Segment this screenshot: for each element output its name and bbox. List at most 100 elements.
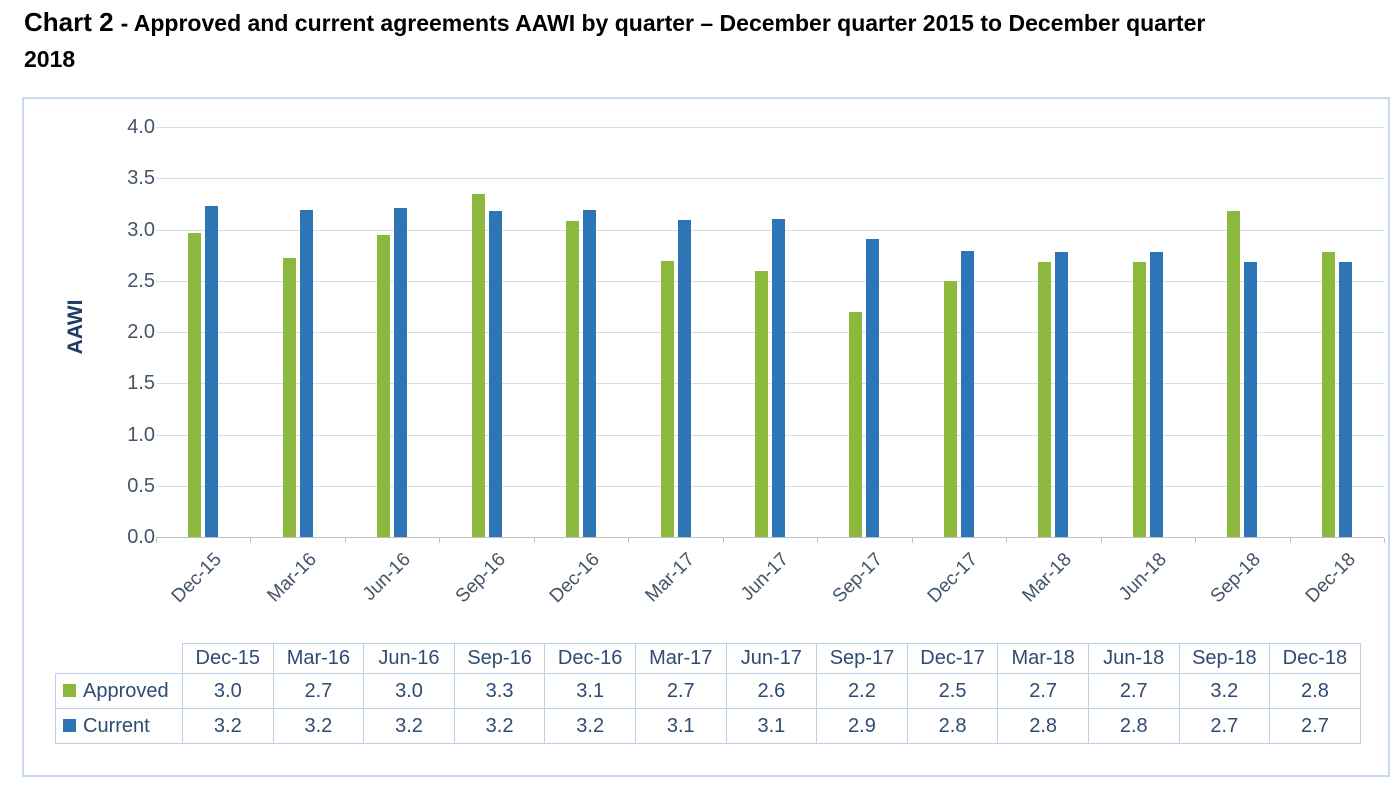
x-axis-tick [628, 538, 630, 543]
gridline [156, 485, 1384, 487]
gridline [156, 280, 1384, 282]
x-axis-tick-label: Dec-15 [167, 549, 227, 608]
x-axis-tick [156, 538, 157, 543]
x-axis-tick-label: Sep-16 [451, 549, 510, 608]
legend-label-current: Current [55, 708, 183, 744]
series-name: Approved [83, 679, 169, 702]
bar-current [1149, 252, 1163, 537]
plot-area: 4.0 3.5 3.0 2.5 2.0 1.5 1.0 0.5 0.0 Dec-15 Mar-16 J… [24, 99, 1388, 775]
table-value-cell: 3.1 [544, 673, 636, 709]
table-value-cell: 2.2 [816, 673, 908, 709]
table-header-cell: Dec-18 [1269, 643, 1361, 674]
bar-current [583, 210, 597, 537]
table-header-cell: Mar-16 [272, 643, 365, 674]
table-value-cell: 3.2 [272, 708, 365, 744]
x-axis-tick [1289, 538, 1291, 543]
table-row-approved: Approved 3.0 2.7 3.0 3.3 3.1 2.7 2.6 2.2 2.5 2.7 2.… [55, 673, 1361, 709]
bar-approved [282, 258, 296, 537]
table-value-cell: 2.7 [1178, 708, 1271, 744]
bar-current [677, 220, 691, 537]
current-legend-swatch-icon [63, 718, 76, 732]
table-value-cell: 3.2 [544, 708, 636, 744]
table-header-cell: Jun-17 [725, 643, 818, 674]
table-value-cell: 2.7 [997, 673, 1089, 709]
table-header-row: Dec-15 Mar-16 Jun-16 Sep-16 Dec-16 Mar-17 Jun-… [55, 643, 1361, 674]
table-header-cell: Jun-18 [1087, 643, 1180, 674]
y-axis-tick-label: 3.0 [127, 218, 155, 241]
table-value-cell: 3.1 [725, 708, 818, 744]
x-axis-tick [533, 538, 535, 543]
x-axis-tick-label: Dec-17 [923, 549, 982, 608]
table-value-cell: 2.7 [634, 673, 727, 709]
bar-current [205, 205, 219, 537]
chart-title-line2: 2018 [24, 46, 76, 72]
x-axis-tick [817, 538, 819, 543]
x-axis-line [156, 537, 1384, 538]
y-axis-tick-label: 2.0 [127, 321, 155, 343]
gridline [156, 127, 1384, 128]
table-header-cell: Sep-16 [453, 643, 546, 674]
y-axis-tick-label: 0.5 [127, 474, 155, 497]
bar-current [866, 238, 880, 537]
y-axis-tick-label: 4.0 [127, 116, 155, 138]
table-value-cell: 3.0 [182, 673, 274, 709]
bar-approved [471, 193, 485, 537]
table-value-cell: 3.3 [453, 673, 546, 709]
table-row-current: Current 3.2 3.2 3.2 3.2 3.2 3.1 3.1 2.9 2.8 2.8 2.8… [55, 708, 1361, 744]
bar-approved [1321, 252, 1335, 537]
table-header-cell: Sep-18 [1178, 643, 1271, 674]
bar-approved [755, 270, 768, 537]
bar-current [488, 211, 502, 537]
approved-legend-swatch-icon [63, 683, 76, 697]
x-axis-tick-label: Sep-18 [1206, 549, 1266, 608]
table-value-cell: 2.8 [1269, 673, 1361, 709]
bar-approved [566, 221, 580, 537]
bar-current [772, 219, 785, 537]
bar-current [1055, 252, 1069, 537]
x-axis-tick [250, 538, 252, 543]
table-value-cell: 3.2 [1178, 673, 1271, 709]
x-axis-tick [722, 538, 724, 543]
table-value-cell: 2.8 [1087, 708, 1180, 744]
x-axis-tick-label: Dec-18 [1301, 549, 1360, 608]
bar-current [960, 251, 974, 537]
legend-label-approved: Approved [55, 673, 183, 709]
y-axis-tick-label: 2.5 [127, 269, 155, 292]
table-value-cell: 3.2 [363, 708, 455, 744]
x-axis-tick [344, 538, 346, 543]
table-value-cell: 3.1 [634, 708, 727, 744]
chart-heading: Chart 2- Approved and current agreements… [24, 6, 1386, 76]
bar-current [299, 210, 313, 537]
x-axis-tick [911, 538, 913, 543]
y-axis-tick-label: 3.5 [127, 167, 155, 190]
chart-number: Chart 2 [24, 7, 114, 37]
gridline [156, 332, 1384, 333]
table-value-cell: 2.7 [1269, 708, 1361, 744]
x-axis-tick [1195, 538, 1197, 543]
table-header-cell: Dec-17 [906, 643, 999, 674]
x-axis-tick [1100, 538, 1102, 543]
gridline [156, 229, 1384, 231]
gridline [156, 434, 1384, 436]
series-name: Current [83, 714, 150, 737]
bar-approved [1038, 262, 1052, 537]
x-axis-tick-label: Jun-16 [359, 549, 415, 605]
table-value-cell: 2.5 [906, 673, 999, 709]
bar-approved [377, 234, 391, 537]
table-value-cell: 2.9 [816, 708, 908, 744]
table-header-cell: Sep-17 [816, 643, 908, 674]
x-axis-tick-label: Mar-16 [263, 549, 321, 607]
table-value-cell: 2.7 [1087, 673, 1180, 709]
x-axis-tick-label: Mar-18 [1018, 549, 1077, 607]
bar-current [394, 207, 408, 537]
x-axis-tick [1384, 538, 1385, 543]
table-header-cell: Mar-18 [997, 643, 1089, 674]
bar-approved [943, 280, 957, 537]
bar-approved [188, 232, 202, 537]
table-header-cell: Dec-16 [544, 643, 636, 674]
table-value-cell: 3.2 [182, 708, 274, 744]
x-axis-tick [439, 538, 441, 543]
y-axis-tick-label: 1.0 [127, 423, 155, 446]
x-axis-tick-label: Jun-18 [1114, 549, 1171, 605]
chart-panel: 4.0 3.5 3.0 2.5 2.0 1.5 1.0 0.5 0.0 Dec-15 Mar-16 J… [22, 97, 1390, 777]
